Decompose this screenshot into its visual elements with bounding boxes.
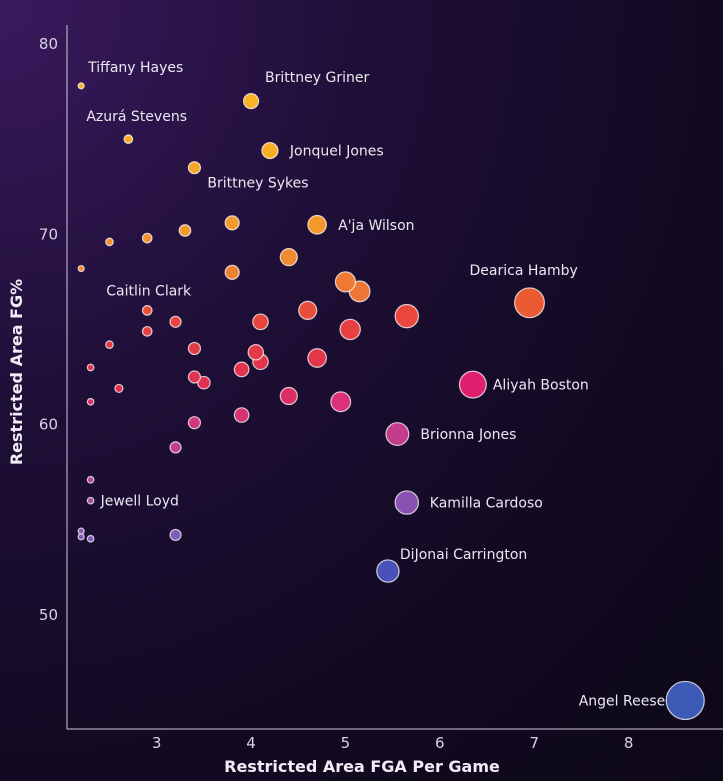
data-point bbox=[233, 407, 250, 423]
x-tick-label: 8 bbox=[624, 734, 634, 752]
data-point bbox=[330, 391, 352, 413]
data-point bbox=[394, 303, 420, 329]
data-point bbox=[394, 490, 420, 515]
data-point bbox=[376, 559, 400, 583]
y-tick-label: 70 bbox=[39, 225, 58, 243]
data-point bbox=[169, 528, 182, 542]
data-point bbox=[224, 264, 240, 280]
data-point bbox=[77, 264, 85, 273]
data-point bbox=[123, 134, 134, 145]
data-point bbox=[334, 271, 357, 293]
data-point bbox=[77, 82, 85, 90]
point-label: Tiffany Hayes bbox=[87, 60, 183, 76]
data-point bbox=[261, 141, 279, 160]
point-label: Angel Reese bbox=[579, 693, 666, 709]
point-label: Brionna Jones bbox=[420, 427, 516, 443]
data-point bbox=[252, 313, 269, 331]
x-tick-label: 7 bbox=[529, 734, 539, 752]
data-point bbox=[105, 237, 114, 247]
data-point bbox=[307, 214, 327, 235]
point-label: Caitlin Clark bbox=[106, 283, 192, 299]
data-point bbox=[86, 534, 95, 543]
tick-labels: 3 4 5 6 7 8 50 60 70 80 bbox=[39, 35, 633, 752]
data-point bbox=[665, 680, 705, 721]
data-point bbox=[105, 340, 114, 350]
point-label: Aliyah Boston bbox=[493, 378, 589, 394]
point-label: Brittney Griner bbox=[265, 70, 369, 86]
bubbles bbox=[77, 82, 705, 721]
data-point bbox=[279, 386, 298, 406]
y-tick-label: 50 bbox=[39, 606, 58, 624]
point-label: Azurá Stevens bbox=[86, 109, 187, 125]
data-point bbox=[187, 161, 202, 175]
data-point bbox=[141, 325, 153, 337]
x-tick-label: 5 bbox=[341, 734, 351, 752]
data-point bbox=[279, 248, 298, 267]
data-point bbox=[77, 533, 85, 541]
point-label: Brittney Sykes bbox=[207, 176, 308, 192]
data-point bbox=[224, 215, 240, 231]
data-point bbox=[242, 93, 260, 110]
data-point bbox=[86, 363, 95, 372]
data-point bbox=[86, 496, 95, 505]
data-point bbox=[187, 341, 202, 356]
point-label: DiJonai Carrington bbox=[400, 547, 527, 563]
point-label: A'ja Wilson bbox=[338, 218, 414, 234]
data-point bbox=[514, 287, 545, 319]
data-point bbox=[247, 344, 265, 361]
point-labels: Tiffany Hayes Brittney Griner Azurá Steven… bbox=[86, 60, 665, 710]
data-point bbox=[141, 305, 153, 316]
data-point bbox=[187, 370, 202, 384]
y-tick-label: 80 bbox=[39, 35, 58, 53]
point-label: Dearica Hamby bbox=[470, 263, 578, 279]
data-point bbox=[178, 224, 192, 237]
y-axis-title: Restricted Area FG% bbox=[7, 279, 26, 465]
x-axis-title: Restricted Area FGA Per Game bbox=[224, 757, 500, 776]
data-point bbox=[339, 318, 361, 341]
data-point bbox=[77, 527, 85, 535]
data-point bbox=[169, 441, 182, 454]
data-point bbox=[141, 232, 153, 244]
data-point bbox=[298, 300, 318, 321]
x-tick-label: 6 bbox=[435, 734, 445, 752]
y-tick-label: 60 bbox=[39, 416, 58, 434]
point-label: Jonquel Jones bbox=[289, 144, 384, 160]
data-point bbox=[187, 416, 202, 430]
data-point bbox=[86, 475, 95, 484]
data-point bbox=[86, 397, 95, 406]
data-point bbox=[114, 383, 124, 394]
data-point bbox=[169, 315, 182, 328]
point-label: Kamilla Cardoso bbox=[430, 496, 543, 512]
x-tick-label: 3 bbox=[152, 734, 162, 752]
data-point bbox=[233, 361, 250, 378]
point-label: Jewell Loyd bbox=[100, 494, 179, 510]
data-point bbox=[385, 422, 410, 447]
x-tick-label: 4 bbox=[246, 734, 256, 752]
data-point bbox=[307, 348, 327, 368]
data-point bbox=[458, 370, 487, 399]
